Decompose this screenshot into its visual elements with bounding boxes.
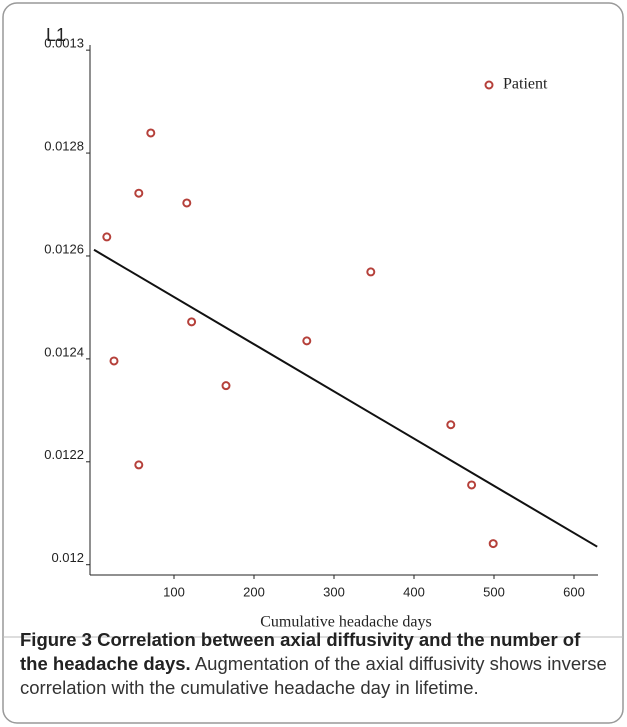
point <box>467 480 477 490</box>
point <box>221 381 231 391</box>
trend-line <box>93 248 598 548</box>
caption-text: Augmentation of the axial diffusivity sh… <box>20 653 607 698</box>
y-tick-label: 0.012 <box>51 550 84 565</box>
x-tick-label: 500 <box>483 584 505 599</box>
caption: Figure 3 Correlation between axial diffu… <box>20 628 612 700</box>
chart-title: L1 <box>46 25 66 45</box>
caption-title: Correlation between axial diffusivity an… <box>20 629 581 674</box>
point <box>446 420 456 430</box>
y-tick-label: 0.0122 <box>44 447 84 462</box>
point <box>102 232 112 242</box>
point <box>187 317 197 327</box>
x-tick-label: 200 <box>243 584 265 599</box>
y-tick-label: 0.0126 <box>44 241 84 256</box>
legend-marker <box>484 80 494 90</box>
point <box>146 128 156 138</box>
y-tick-label: 0.0128 <box>44 138 84 153</box>
x-tick-label: 600 <box>563 584 585 599</box>
point <box>134 188 144 198</box>
point <box>302 336 312 346</box>
legend-label: Patient <box>503 76 548 93</box>
y-tick-label: 0.0013 <box>44 36 84 51</box>
point <box>366 267 376 277</box>
x-tick-label: 400 <box>403 584 425 599</box>
point <box>134 460 144 470</box>
caption-label: Figure 3 <box>20 629 92 650</box>
x-tick-label: 300 <box>323 584 345 599</box>
point <box>488 539 498 549</box>
x-tick-label: 100 <box>163 584 185 599</box>
y-tick-label: 0.0124 <box>44 344 84 359</box>
point <box>109 356 119 366</box>
point <box>182 198 192 208</box>
x-axis-label: Cumulative headache days <box>260 614 432 631</box>
